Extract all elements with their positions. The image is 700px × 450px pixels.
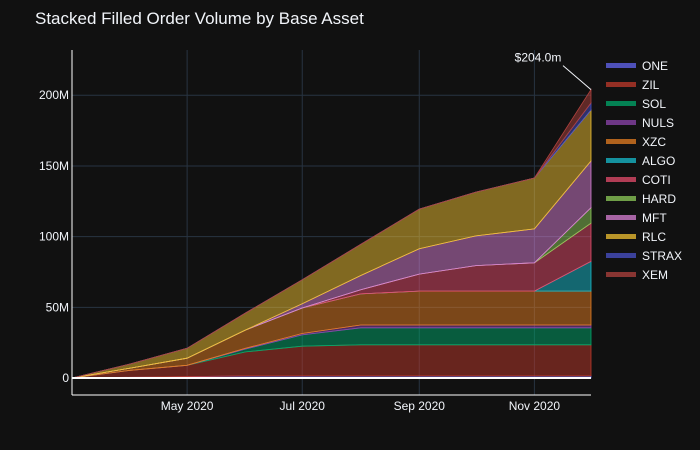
y-tick-label: 100M: [39, 230, 69, 244]
x-tick-label: Sep 2020: [394, 399, 446, 413]
legend-item-algo[interactable]: ALGO: [606, 151, 682, 170]
legend-swatch: [606, 234, 636, 239]
area-layer: [71, 88, 592, 379]
legend-item-rlc[interactable]: RLC: [606, 227, 682, 246]
legend-label: SOL: [642, 96, 667, 111]
annotation-arrow: [562, 65, 592, 90]
legend-item-strax[interactable]: STRAX: [606, 246, 682, 265]
annotation-label: $204.0m: [515, 51, 562, 65]
legend-label: ALGO: [642, 153, 676, 168]
legend-item-hard[interactable]: HARD: [606, 189, 682, 208]
legend-swatch: [606, 82, 636, 87]
legend-label: NULS: [642, 115, 675, 130]
legend-label: HARD: [642, 191, 677, 206]
legend-label: MFT: [642, 210, 667, 225]
legend-swatch: [606, 101, 636, 106]
legend-item-mft[interactable]: MFT: [606, 208, 682, 227]
legend-label: XZC: [642, 134, 666, 149]
legend-swatch: [606, 158, 636, 163]
x-tick-label: Nov 2020: [509, 399, 561, 413]
x-tick-label: Jul 2020: [280, 399, 326, 413]
legend-swatch: [606, 120, 636, 125]
legend-item-coti[interactable]: COTI: [606, 170, 682, 189]
y-tick-label: 0: [62, 371, 69, 385]
legend-item-one[interactable]: ONE: [606, 56, 682, 75]
x-tick-label: May 2020: [161, 399, 214, 413]
legend-swatch: [606, 253, 636, 258]
legend-swatch: [606, 215, 636, 220]
chart-title: Stacked Filled Order Volume by Base Asse…: [35, 9, 364, 28]
legend-swatch: [606, 139, 636, 144]
axis-layer: 0 50M 100M 150M 200M May 2020 Jul 2020 Sep 2020…: [39, 50, 591, 413]
legend: ONE ZIL SOL NULS XZC ALGO COTI HARD MFT RLC STRAX X…: [606, 56, 682, 284]
legend-item-xzc[interactable]: XZC: [606, 132, 682, 151]
y-tick-label: 150M: [39, 159, 69, 173]
legend-swatch: [606, 63, 636, 68]
legend-label: ZIL: [642, 77, 660, 92]
legend-label: STRAX: [642, 248, 683, 263]
legend-label: ONE: [642, 58, 669, 73]
area-xem: [71, 88, 592, 379]
legend-swatch: [606, 196, 636, 201]
y-tick-label: 200M: [39, 88, 69, 102]
annotation-layer: $204.0m: [515, 51, 592, 90]
legend-item-zil[interactable]: ZIL: [606, 75, 682, 94]
legend-label: RLC: [642, 229, 667, 244]
legend-swatch: [606, 177, 636, 182]
legend-item-nuls[interactable]: NULS: [606, 113, 682, 132]
y-tick-label: 50M: [46, 300, 69, 314]
legend-swatch: [606, 272, 636, 277]
legend-label: XEM: [642, 267, 669, 282]
legend-item-sol[interactable]: SOL: [606, 94, 682, 113]
legend-label: COTI: [642, 172, 671, 187]
legend-item-xem[interactable]: XEM: [606, 265, 682, 284]
